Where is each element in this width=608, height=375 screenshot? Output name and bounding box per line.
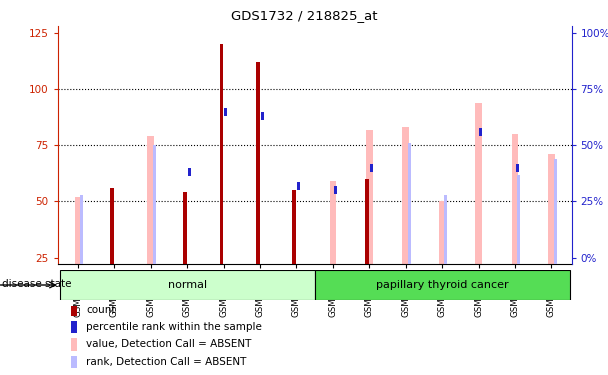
Bar	[261, 112, 264, 120]
Bar	[147, 136, 154, 264]
Bar	[297, 182, 300, 190]
Bar	[334, 186, 336, 194]
Bar	[512, 134, 519, 264]
Bar	[444, 195, 447, 264]
Text: papillary thyroid cancer: papillary thyroid cancer	[376, 280, 508, 290]
Bar	[330, 181, 336, 264]
Bar	[71, 338, 77, 351]
Bar	[188, 168, 191, 176]
Bar	[439, 201, 446, 264]
Bar	[402, 128, 409, 264]
Text: value, Detection Call = ABSENT: value, Detection Call = ABSENT	[86, 339, 251, 350]
Bar	[256, 62, 260, 264]
Text: rank, Detection Call = ABSENT: rank, Detection Call = ABSENT	[86, 357, 246, 367]
Text: disease state: disease state	[2, 279, 71, 289]
Bar	[71, 321, 77, 333]
Bar	[366, 130, 373, 264]
Bar	[315, 270, 570, 300]
Bar	[516, 164, 519, 172]
Text: GDS1732 / 218825_at: GDS1732 / 218825_at	[231, 9, 377, 22]
Text: percentile rank within the sample: percentile rank within the sample	[86, 322, 262, 332]
Bar	[71, 303, 77, 316]
Bar	[153, 146, 156, 264]
Bar	[110, 188, 114, 264]
Bar	[479, 128, 482, 136]
Bar	[183, 192, 187, 264]
Bar	[60, 270, 315, 300]
Bar	[365, 179, 369, 264]
Bar	[219, 44, 223, 264]
Text: count: count	[86, 305, 116, 315]
Bar	[370, 164, 373, 172]
Text: normal: normal	[168, 280, 207, 290]
Bar	[80, 195, 83, 264]
Bar	[224, 108, 227, 116]
Bar	[292, 190, 296, 264]
Bar	[408, 143, 411, 264]
Bar	[475, 103, 482, 264]
Bar	[548, 154, 554, 264]
Bar	[554, 159, 556, 264]
Bar	[517, 174, 520, 264]
Bar	[75, 197, 81, 264]
Bar	[71, 356, 77, 368]
